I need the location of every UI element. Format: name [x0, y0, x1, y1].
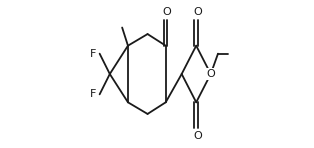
Text: O: O	[193, 7, 202, 17]
Text: F: F	[89, 49, 96, 59]
Text: O: O	[193, 131, 202, 141]
Text: O: O	[163, 7, 171, 17]
Text: F: F	[89, 89, 96, 99]
Text: O: O	[206, 69, 215, 79]
